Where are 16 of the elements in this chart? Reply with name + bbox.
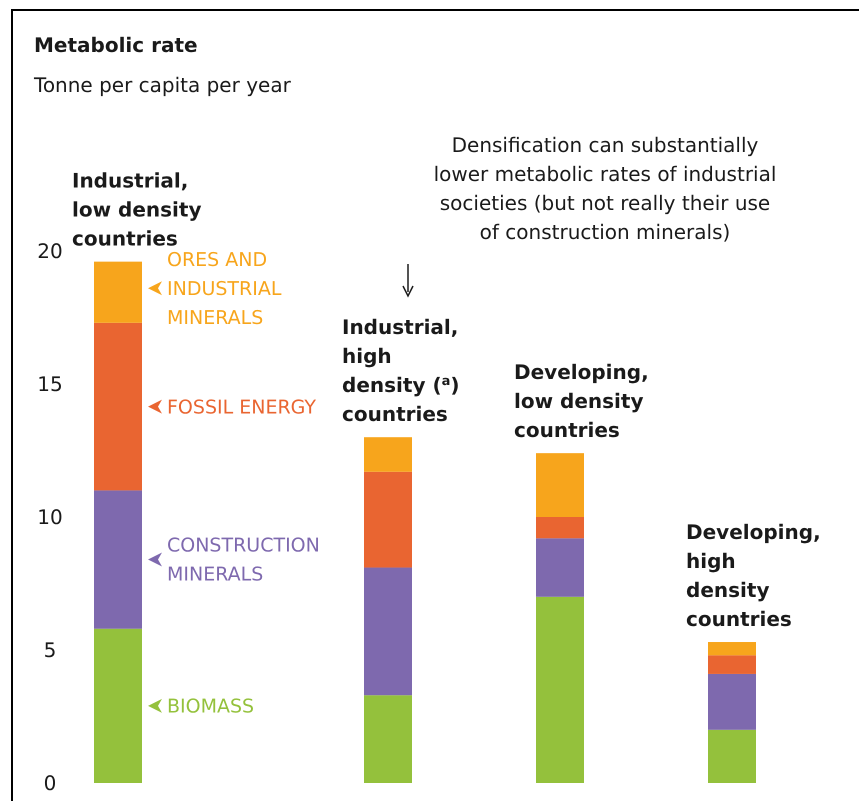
- y-tick-label: 10: [37, 505, 63, 529]
- legend-label: BIOMASS: [167, 696, 254, 718]
- y-tick-label: 0: [44, 771, 56, 795]
- text: Densification can substantially lower metabolic rates of industrial societies (but not really their use of construction minerals): [434, 133, 776, 244]
- y-tick-label: 20: [37, 239, 63, 263]
- x-tick-label: Developing, low density countries: [514, 360, 649, 442]
- legend-label: FOSSIL ENERGY: [167, 396, 316, 418]
- chart-subtitle: Tonne per capita per year: [33, 73, 292, 97]
- legend-label: ORES AND INDUSTRIAL MINERALS: [167, 248, 282, 329]
- x-tick-label: Industrial, low density countries: [72, 168, 202, 251]
- legend-label: CONSTRUCTION MINERALS: [167, 534, 320, 586]
- x-tick-label: Industrial, high density ($^{a}$) countries: [342, 315, 460, 426]
- x-tick-label: Developing, high density countries: [686, 520, 821, 632]
- chart-title: Metabolic rate: [34, 33, 198, 57]
- y-tick-label: 5: [44, 638, 56, 662]
- y-tick-label: 15: [37, 372, 63, 396]
